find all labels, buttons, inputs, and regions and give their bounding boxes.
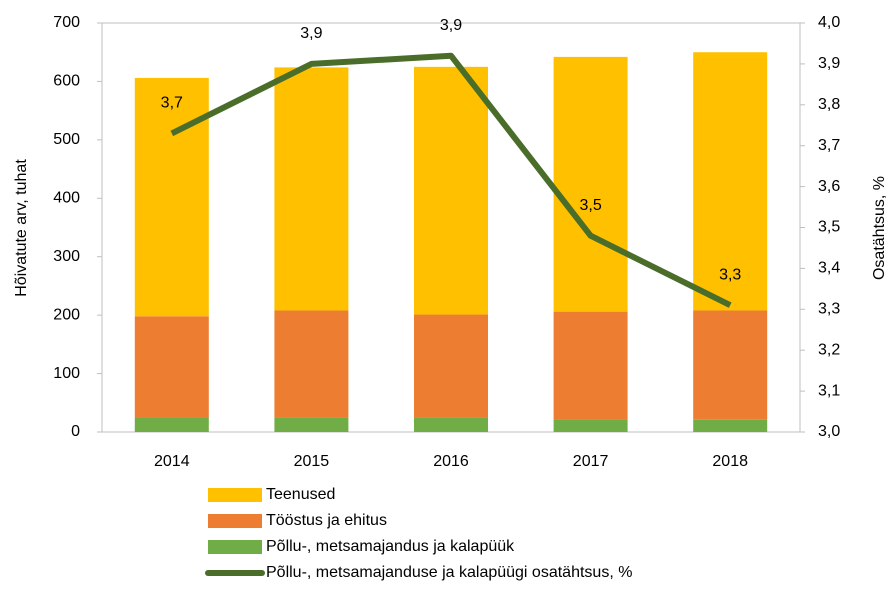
legend-label: Teenused xyxy=(266,486,335,503)
legend-swatch xyxy=(208,488,262,502)
x-tick-label: 2015 xyxy=(294,453,330,470)
legend-label: Põllu-, metsamajandus ja kalapüük xyxy=(266,538,515,555)
bar-segment xyxy=(414,417,488,432)
data-label: 3,9 xyxy=(440,17,462,34)
data-label: 3,9 xyxy=(300,25,322,42)
y2-tick-label: 3,3 xyxy=(818,301,840,318)
bar-segment xyxy=(274,310,349,418)
legend-label: Põllu-, metsamajanduse ja kalapüügi osat… xyxy=(266,564,632,581)
bar-segment xyxy=(274,67,349,311)
y2-tick-label: 3,9 xyxy=(818,55,840,72)
legend-swatch xyxy=(208,540,262,554)
data-label: 3,7 xyxy=(161,95,183,112)
bar-segment xyxy=(693,419,768,432)
y-tick-label: 0 xyxy=(71,423,80,440)
bar-segment xyxy=(693,52,768,311)
y-tick-label: 500 xyxy=(53,131,80,148)
x-tick-label: 2016 xyxy=(433,453,469,470)
x-tick-label: 2018 xyxy=(712,453,748,470)
data-label: 3,3 xyxy=(719,266,741,283)
y2-tick-label: 3,2 xyxy=(818,341,840,358)
bar-segment xyxy=(414,66,488,315)
y2-tick-label: 3,7 xyxy=(818,137,840,154)
y-tick-label: 700 xyxy=(53,14,80,31)
y-tick-label: 300 xyxy=(53,248,80,265)
y2-tick-label: 3,6 xyxy=(818,178,840,195)
bar-segment xyxy=(553,56,628,312)
y-axis-label: Hõivatute arv, tuhat xyxy=(13,159,30,297)
y2-tick-label: 3,5 xyxy=(818,219,840,236)
y2-tick-label: 3,0 xyxy=(818,423,840,440)
legend-swatch xyxy=(208,514,262,528)
bar-segment xyxy=(693,310,768,420)
y2-tick-label: 3,8 xyxy=(818,96,840,113)
y2-tick-label: 4,0 xyxy=(818,14,840,31)
y-tick-label: 400 xyxy=(53,190,80,207)
bar-segment xyxy=(134,417,209,432)
bar-segment xyxy=(414,314,488,418)
bar-segment xyxy=(553,419,628,432)
y2-tick-label: 3,1 xyxy=(818,382,840,399)
line-series xyxy=(170,52,732,308)
y2-tick-label: 3,4 xyxy=(818,260,840,277)
y-tick-label: 200 xyxy=(53,306,80,323)
y2-axis-label: Osatähtsus, % xyxy=(871,176,888,280)
bar-segment xyxy=(134,316,209,418)
data-label: 3,5 xyxy=(579,197,601,214)
bar-segment xyxy=(134,77,209,317)
bar-segment xyxy=(274,417,349,432)
bar-segment xyxy=(553,311,628,420)
y-tick-label: 600 xyxy=(53,73,80,90)
x-tick-label: 2017 xyxy=(573,453,609,470)
x-tick-label: 2014 xyxy=(154,453,190,470)
y-tick-label: 100 xyxy=(53,365,80,382)
legend-label: Tööstus ja ehitus xyxy=(266,512,387,529)
